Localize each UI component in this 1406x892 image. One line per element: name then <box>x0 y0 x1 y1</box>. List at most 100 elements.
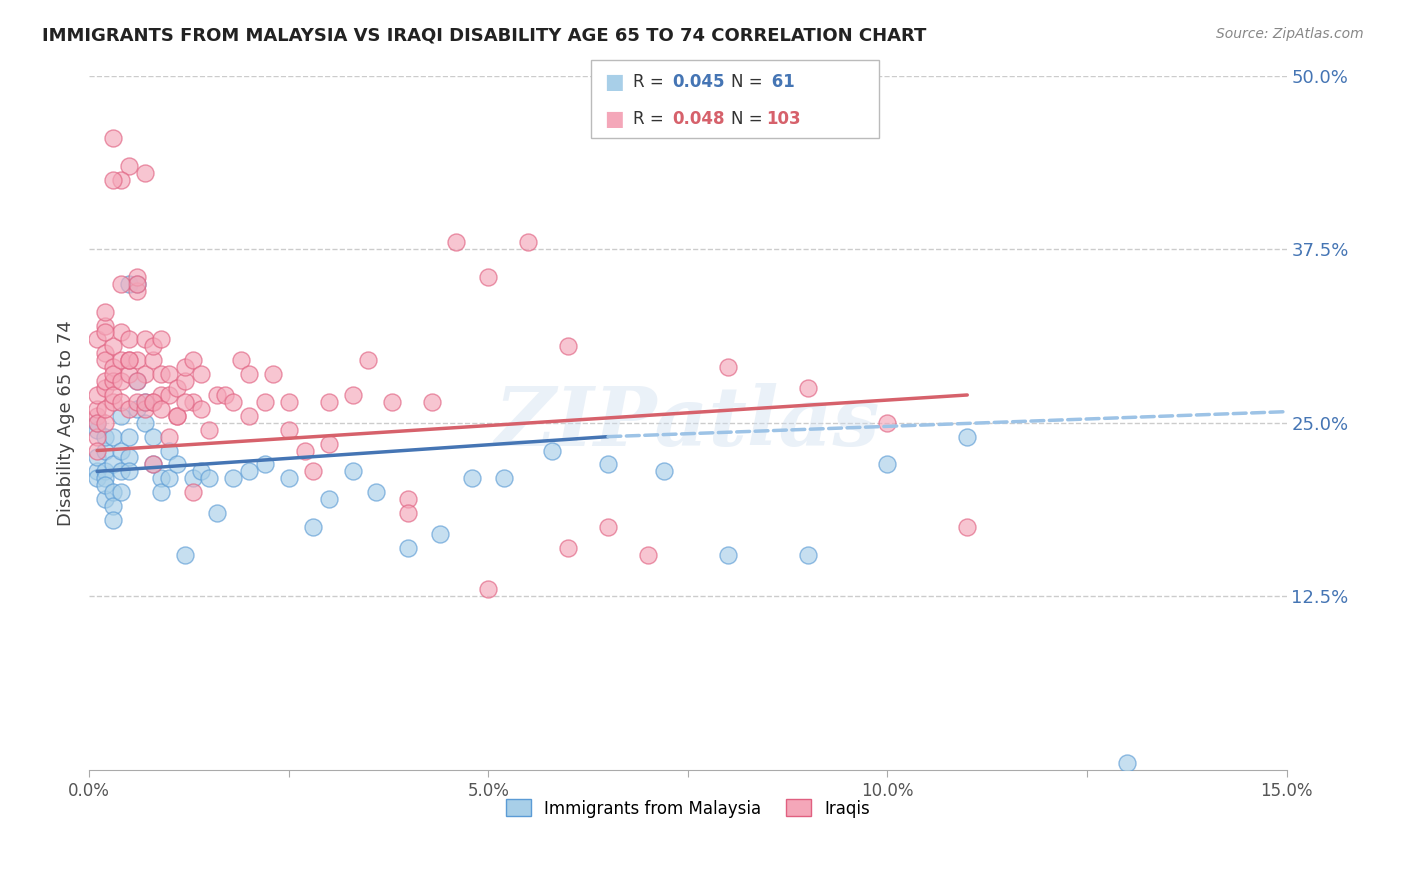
Point <box>429 527 451 541</box>
Point <box>142 458 165 472</box>
Point <box>301 464 323 478</box>
Text: 103: 103 <box>766 110 801 128</box>
Point <box>652 464 675 478</box>
Point <box>142 458 165 472</box>
Point <box>125 395 148 409</box>
Point <box>94 381 117 395</box>
Point <box>86 430 108 444</box>
Point <box>101 388 124 402</box>
Point <box>157 388 180 402</box>
Point <box>118 159 141 173</box>
Point <box>110 353 132 368</box>
Point <box>205 388 228 402</box>
Point <box>238 409 260 423</box>
Point <box>262 367 284 381</box>
Point <box>198 471 221 485</box>
Legend: Immigrants from Malaysia, Iraqis: Immigrants from Malaysia, Iraqis <box>499 793 877 824</box>
Point <box>125 277 148 291</box>
Point <box>86 401 108 416</box>
Point <box>94 318 117 333</box>
Point <box>149 367 172 381</box>
Point <box>125 374 148 388</box>
Point <box>86 450 108 465</box>
Text: N =: N = <box>731 73 768 91</box>
Point <box>596 458 619 472</box>
Point <box>222 395 245 409</box>
Point <box>110 409 132 423</box>
Point <box>205 506 228 520</box>
Point <box>118 367 141 381</box>
Point <box>222 471 245 485</box>
Point <box>94 464 117 478</box>
Point <box>166 458 188 472</box>
Point <box>796 548 818 562</box>
Point <box>94 346 117 360</box>
Point <box>494 471 516 485</box>
Point <box>181 471 204 485</box>
Point <box>101 513 124 527</box>
Point <box>166 409 188 423</box>
Point <box>557 541 579 555</box>
Text: 61: 61 <box>766 73 794 91</box>
Point <box>101 395 124 409</box>
Point <box>277 395 299 409</box>
Text: ■: ■ <box>605 71 624 92</box>
Point <box>796 381 818 395</box>
Point <box>110 374 132 388</box>
Point <box>134 367 156 381</box>
Point <box>173 395 195 409</box>
Point <box>637 548 659 562</box>
Point <box>190 464 212 478</box>
Point <box>149 333 172 347</box>
Point <box>446 235 468 250</box>
Point <box>86 464 108 478</box>
Point <box>396 506 419 520</box>
Point <box>110 326 132 340</box>
Point <box>94 471 117 485</box>
Point <box>157 430 180 444</box>
Point <box>238 367 260 381</box>
Point <box>214 388 236 402</box>
Point <box>101 430 124 444</box>
Point <box>173 374 195 388</box>
Point <box>181 353 204 368</box>
Point <box>181 395 204 409</box>
Point <box>125 277 148 291</box>
Point <box>956 520 979 534</box>
Point <box>118 277 141 291</box>
Text: IMMIGRANTS FROM MALAYSIA VS IRAQI DISABILITY AGE 65 TO 74 CORRELATION CHART: IMMIGRANTS FROM MALAYSIA VS IRAQI DISABI… <box>42 27 927 45</box>
Point <box>110 277 132 291</box>
Point <box>134 401 156 416</box>
Point <box>477 582 499 597</box>
Point <box>125 269 148 284</box>
Point <box>517 235 540 250</box>
Point <box>94 326 117 340</box>
Point <box>149 388 172 402</box>
Point <box>134 395 156 409</box>
Point <box>101 499 124 513</box>
Point <box>142 395 165 409</box>
Point <box>118 353 141 368</box>
Point <box>301 520 323 534</box>
Point <box>101 339 124 353</box>
Point <box>134 166 156 180</box>
Text: ZIPatlas: ZIPatlas <box>495 383 880 463</box>
Point <box>342 388 364 402</box>
Point <box>110 485 132 500</box>
Point <box>357 353 380 368</box>
Point <box>142 395 165 409</box>
Point <box>157 367 180 381</box>
Point <box>86 388 108 402</box>
Point <box>956 430 979 444</box>
Point <box>86 423 108 437</box>
Text: R =: R = <box>633 73 669 91</box>
Point <box>366 485 388 500</box>
Point <box>94 492 117 507</box>
Text: Source: ZipAtlas.com: Source: ZipAtlas.com <box>1216 27 1364 41</box>
Point <box>190 401 212 416</box>
Point <box>157 471 180 485</box>
Point <box>110 464 132 478</box>
Text: R =: R = <box>633 110 669 128</box>
Point <box>86 416 108 430</box>
Point <box>173 548 195 562</box>
